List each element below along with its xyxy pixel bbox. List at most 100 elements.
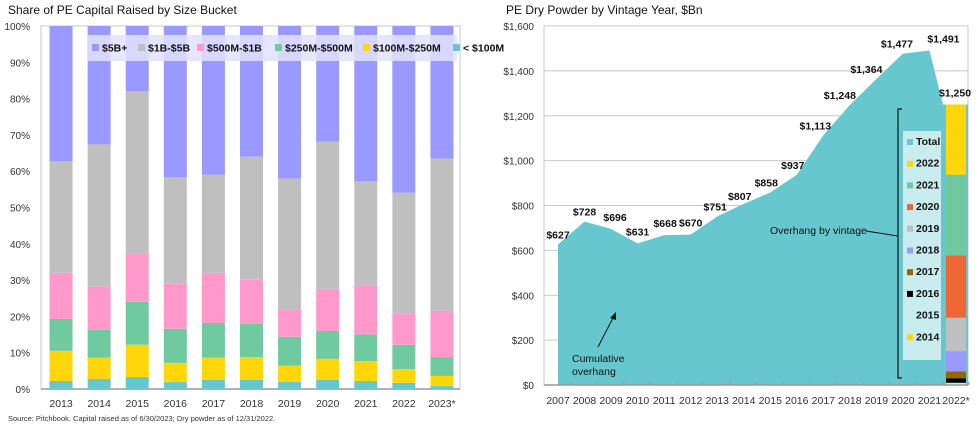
bar-segment-2014-2 bbox=[87, 329, 111, 358]
legend-label: 2019 bbox=[916, 223, 940, 235]
bar-segment-2016-0 bbox=[163, 382, 187, 389]
bar-segment-2018-2 bbox=[240, 323, 263, 358]
vintage-segment-2019 bbox=[946, 317, 966, 352]
y-tick-label: $1,600 bbox=[503, 22, 534, 33]
bar-segment-2014-3 bbox=[87, 286, 111, 330]
x-tick-label: 2021 bbox=[354, 398, 378, 410]
legend-label: $1B-$5B bbox=[148, 43, 190, 55]
vintage-segment-2016 bbox=[946, 378, 966, 383]
data-label: $631 bbox=[626, 226, 650, 238]
bar-segment-2013-4 bbox=[49, 161, 73, 273]
vintage-segment-2022 bbox=[946, 104, 966, 175]
source-note: Source: Pitchbook. Capital raised as of … bbox=[8, 414, 276, 423]
bar-segment-2023-2 bbox=[430, 357, 454, 376]
data-label: $1,250 bbox=[939, 88, 971, 100]
y-tick-label: $600 bbox=[512, 246, 535, 257]
bar-segment-2022-3 bbox=[392, 313, 416, 345]
legend-swatch bbox=[907, 247, 913, 254]
y-tick-label: 10% bbox=[10, 349, 30, 360]
y-tick-label: 0% bbox=[16, 385, 31, 396]
bar-segment-2020-3 bbox=[316, 288, 340, 331]
data-label: $751 bbox=[704, 201, 728, 213]
y-tick-label: $0 bbox=[523, 381, 535, 392]
legend-label: < $100M bbox=[463, 43, 504, 55]
legend-swatch bbox=[907, 290, 913, 297]
bar-segment-2022-2 bbox=[392, 344, 416, 370]
left-chart-title: Share of PE Capital Raised by Size Bucke… bbox=[8, 3, 237, 17]
x-tick-label: 2013 bbox=[706, 395, 730, 407]
legend-swatch bbox=[363, 44, 370, 51]
bar-segment-2014-1 bbox=[87, 357, 111, 379]
x-tick-label: 2013 bbox=[49, 398, 73, 410]
bar-segment-2022-4 bbox=[392, 192, 416, 314]
bar-segment-2016-3 bbox=[163, 283, 187, 329]
legend-swatch bbox=[907, 160, 913, 167]
bar-segment-2018-4 bbox=[240, 156, 263, 280]
x-tick-label: 2007 bbox=[546, 395, 570, 407]
data-label: $627 bbox=[546, 229, 570, 241]
x-tick-label: 2017 bbox=[202, 398, 226, 410]
legend-label: Total bbox=[916, 136, 940, 148]
legend-swatch bbox=[138, 44, 145, 51]
data-label: $1,477 bbox=[881, 39, 913, 51]
y-tick-label: 50% bbox=[10, 204, 30, 215]
bar-segment-2013-1 bbox=[49, 350, 73, 382]
data-label: $1,248 bbox=[824, 90, 856, 102]
legend-swatch bbox=[92, 44, 99, 51]
bar-segment-2021-5 bbox=[354, 26, 378, 182]
bar-segment-2019-2 bbox=[278, 336, 302, 366]
data-label: $728 bbox=[573, 207, 597, 219]
y-tick-label: 20% bbox=[10, 312, 30, 323]
x-tick-label: 2014 bbox=[732, 395, 756, 407]
legend-swatch bbox=[275, 44, 282, 51]
legend-box bbox=[87, 35, 457, 61]
data-label: $858 bbox=[755, 177, 779, 189]
legend-label: 2020 bbox=[916, 201, 940, 213]
bar-segment-2015-4 bbox=[125, 91, 149, 254]
legend-label: 2017 bbox=[916, 266, 940, 278]
bar-segment-2016-4 bbox=[163, 177, 187, 284]
bar-segment-2015-0 bbox=[125, 377, 149, 389]
vintage-bracket bbox=[897, 108, 902, 379]
legend-swatch bbox=[197, 44, 204, 51]
y-tick-label: $200 bbox=[512, 336, 535, 347]
legend-swatch bbox=[907, 139, 913, 145]
legend-swatch bbox=[907, 204, 913, 211]
data-label: $668 bbox=[653, 218, 677, 230]
cumulative-annotation-line1: Cumulative bbox=[572, 353, 625, 365]
bar-segment-2015-2 bbox=[125, 301, 149, 345]
bar-segment-2023-3 bbox=[430, 310, 454, 358]
x-tick-label: 2020 bbox=[891, 395, 915, 407]
legend-swatch bbox=[453, 44, 460, 51]
x-tick-label: 2018 bbox=[240, 398, 264, 410]
legend-label: 2016 bbox=[916, 288, 940, 300]
legend-label: 2018 bbox=[916, 245, 940, 257]
x-tick-label: 2017 bbox=[812, 395, 836, 407]
vintage-pointer-line bbox=[865, 230, 899, 237]
bar-segment-2022-1 bbox=[392, 369, 416, 383]
bar-segment-2013-5 bbox=[49, 26, 73, 162]
y-tick-label: 80% bbox=[10, 95, 30, 106]
x-tick-label: 2019 bbox=[278, 398, 302, 410]
bar-segment-2017-5 bbox=[201, 26, 225, 175]
bar-segment-2021-4 bbox=[354, 181, 378, 286]
bar-segment-2021-0 bbox=[354, 381, 378, 389]
x-tick-label: 2015 bbox=[126, 398, 150, 410]
x-tick-label: 2020 bbox=[316, 398, 340, 410]
legend-label: 2015 bbox=[916, 310, 940, 322]
legend-box bbox=[903, 131, 941, 360]
x-tick-label: 2016 bbox=[785, 395, 809, 407]
bar-segment-2019-3 bbox=[278, 309, 302, 337]
vintage-segment-2015 bbox=[946, 382, 966, 385]
bar-segment-2018-1 bbox=[240, 357, 263, 380]
bar-segment-2018-3 bbox=[240, 279, 263, 324]
bar-segment-2019-5 bbox=[278, 26, 302, 179]
bar-segment-2014-4 bbox=[87, 144, 111, 287]
data-label: $1,491 bbox=[927, 33, 959, 45]
y-tick-label: $400 bbox=[512, 291, 535, 302]
x-tick-label: 2011 bbox=[653, 395, 676, 407]
x-tick-label: 2009 bbox=[599, 395, 623, 407]
x-tick-label: 2022 bbox=[392, 398, 416, 410]
bar-segment-2021-2 bbox=[354, 334, 378, 362]
